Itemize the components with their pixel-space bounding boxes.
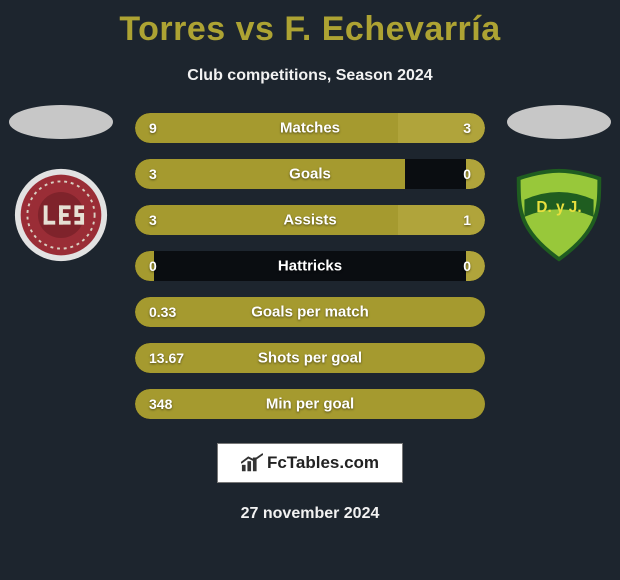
stat-label: Shots per goal <box>258 350 362 367</box>
bar-fill-right <box>398 205 486 235</box>
comparison-area: D. y J. Matches 9 3 Goals 3 0 Assists 3 1 Hattric… <box>0 113 620 419</box>
stat-value-left: 9 <box>149 120 157 136</box>
svg-text:D. y J.: D. y J. <box>536 199 581 216</box>
stat-value-right: 3 <box>463 120 471 136</box>
stat-bar: Goals 3 0 <box>135 159 485 189</box>
stat-value-left: 13.67 <box>149 350 184 366</box>
player-left-column <box>6 105 116 263</box>
stat-bars: Matches93Goals30Assists31Hattricks00Goal… <box>135 113 485 419</box>
subtitle: Club competitions, Season 2024 <box>0 67 620 85</box>
bar-fill-left <box>135 205 398 235</box>
bar-fill-right <box>398 113 486 143</box>
bar-chart-icon <box>241 453 263 473</box>
club-badge-left <box>13 167 109 263</box>
bar-fill-left <box>135 159 405 189</box>
stat-label: Goals per match <box>251 304 369 321</box>
stat-bar: Goals per match 0.33 <box>135 297 485 327</box>
stat-value-right: 1 <box>463 212 471 228</box>
stat-value-left: 348 <box>149 396 172 412</box>
stat-label: Goals <box>289 166 331 183</box>
stat-bar: Shots per goal 13.67 <box>135 343 485 373</box>
stat-bar: Assists 3 1 <box>135 205 485 235</box>
page-title: Torres vs F. Echevarría <box>0 0 620 49</box>
avatar-shadow-left <box>9 105 113 139</box>
brand-text: FcTables.com <box>267 453 379 473</box>
stat-value-right: 0 <box>463 166 471 182</box>
stat-label: Assists <box>283 212 336 229</box>
avatar-shadow-right <box>507 105 611 139</box>
stat-bar: Min per goal 348 <box>135 389 485 419</box>
stat-label: Min per goal <box>266 396 354 413</box>
stat-bar: Matches 9 3 <box>135 113 485 143</box>
stat-value-right: 0 <box>463 258 471 274</box>
stat-value-left: 3 <box>149 212 157 228</box>
brand-badge: FcTables.com <box>217 443 403 483</box>
stat-value-left: 0 <box>149 258 157 274</box>
club-badge-right: D. y J. <box>511 167 607 263</box>
stat-label: Matches <box>280 120 340 137</box>
footer-date: 27 november 2024 <box>0 505 620 523</box>
stat-label: Hattricks <box>278 258 342 275</box>
stat-value-left: 0.33 <box>149 304 176 320</box>
player-right-column: D. y J. <box>504 105 614 263</box>
bar-fill-left <box>135 113 398 143</box>
stat-value-left: 3 <box>149 166 157 182</box>
stat-bar: Hattricks 0 0 <box>135 251 485 281</box>
